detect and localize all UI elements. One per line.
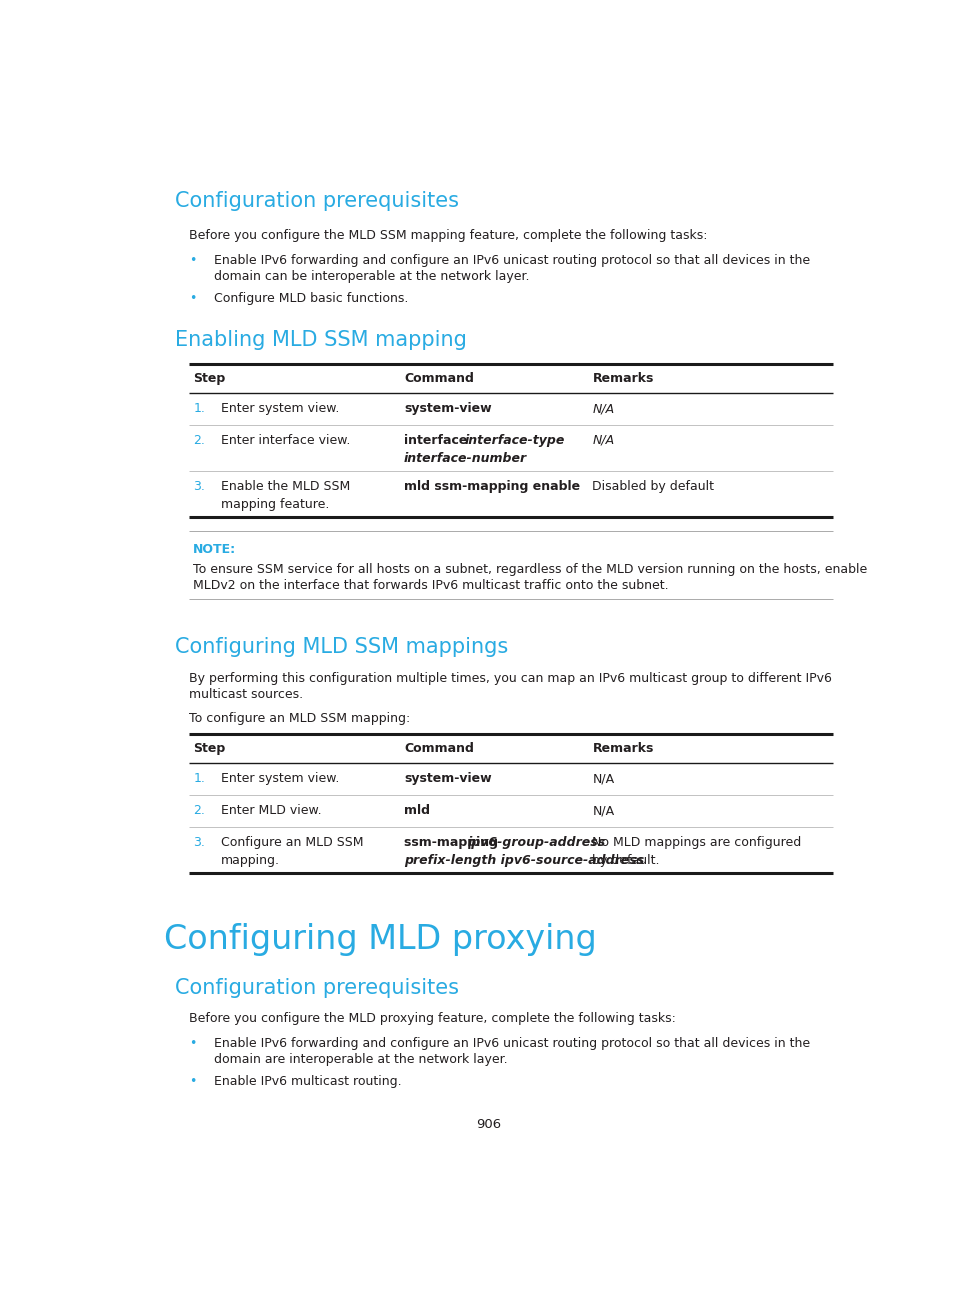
Text: 3.: 3.	[193, 836, 205, 849]
Text: Enable IPv6 multicast routing.: Enable IPv6 multicast routing.	[213, 1074, 401, 1087]
Text: Enabling MLD SSM mapping: Enabling MLD SSM mapping	[174, 330, 466, 350]
Text: •: •	[190, 1037, 196, 1050]
Text: Step: Step	[193, 372, 225, 385]
Text: N/A: N/A	[592, 805, 614, 818]
Text: Command: Command	[403, 743, 474, 756]
Text: N/A: N/A	[592, 434, 614, 447]
Text: Configuring MLD SSM mappings: Configuring MLD SSM mappings	[174, 636, 507, 657]
Text: mapping feature.: mapping feature.	[220, 498, 329, 511]
Text: Configuring MLD proxying: Configuring MLD proxying	[164, 923, 596, 956]
Text: interface-type: interface-type	[464, 434, 564, 447]
Text: Configuration prerequisites: Configuration prerequisites	[174, 192, 458, 211]
Text: Remarks: Remarks	[592, 372, 653, 385]
Text: No MLD mappings are configured: No MLD mappings are configured	[592, 836, 801, 849]
Text: To configure an MLD SSM mapping:: To configure an MLD SSM mapping:	[190, 713, 411, 726]
Text: domain can be interoperable at the network layer.: domain can be interoperable at the netwo…	[213, 271, 529, 284]
Text: Disabled by default: Disabled by default	[592, 480, 714, 492]
Text: Enable IPv6 forwarding and configure an IPv6 unicast routing protocol so that al: Enable IPv6 forwarding and configure an …	[213, 254, 809, 267]
Text: Configure an MLD SSM: Configure an MLD SSM	[220, 836, 363, 849]
Text: N/A: N/A	[592, 772, 614, 785]
Text: multicast sources.: multicast sources.	[190, 688, 303, 701]
Text: prefix-length ipv6-source-address: prefix-length ipv6-source-address	[403, 854, 643, 867]
Text: 2.: 2.	[193, 805, 205, 818]
Text: 1.: 1.	[193, 402, 205, 415]
Text: To ensure SSM service for all hosts on a subnet, regardless of the MLD version r: To ensure SSM service for all hosts on a…	[193, 562, 866, 575]
Text: •: •	[190, 292, 196, 306]
Text: Before you configure the MLD proxying feature, complete the following tasks:: Before you configure the MLD proxying fe…	[190, 1012, 676, 1025]
Text: mld: mld	[403, 805, 430, 818]
Text: system-view: system-view	[403, 402, 491, 415]
Text: by default.: by default.	[592, 854, 659, 867]
Text: Enter system view.: Enter system view.	[220, 772, 338, 785]
Text: NOTE:: NOTE:	[193, 543, 236, 556]
Text: Step: Step	[193, 743, 225, 756]
Text: Remarks: Remarks	[592, 743, 653, 756]
Text: 906: 906	[476, 1118, 501, 1131]
Text: •: •	[190, 254, 196, 267]
Text: mapping.: mapping.	[220, 854, 279, 867]
Text: Enter MLD view.: Enter MLD view.	[220, 805, 321, 818]
Text: Enable the MLD SSM: Enable the MLD SSM	[220, 480, 350, 492]
Text: ipv6-group-address: ipv6-group-address	[467, 836, 605, 849]
Text: interface-number: interface-number	[403, 452, 526, 465]
Text: mld ssm-mapping enable: mld ssm-mapping enable	[403, 480, 579, 492]
Text: Configure MLD basic functions.: Configure MLD basic functions.	[213, 292, 408, 306]
Text: MLDv2 on the interface that forwards IPv6 multicast traffic onto the subnet.: MLDv2 on the interface that forwards IPv…	[193, 578, 668, 592]
Text: 3.: 3.	[193, 480, 205, 492]
Text: Command: Command	[403, 372, 474, 385]
Text: Configuration prerequisites: Configuration prerequisites	[174, 977, 458, 998]
Text: Enable IPv6 forwarding and configure an IPv6 unicast routing protocol so that al: Enable IPv6 forwarding and configure an …	[213, 1037, 809, 1050]
Text: 2.: 2.	[193, 434, 205, 447]
Text: system-view: system-view	[403, 772, 491, 785]
Text: Enter interface view.: Enter interface view.	[220, 434, 350, 447]
Text: ssm-mapping: ssm-mapping	[403, 836, 501, 849]
Text: By performing this configuration multiple times, you can map an IPv6 multicast g: By performing this configuration multipl…	[190, 673, 831, 686]
Text: Before you configure the MLD SSM mapping feature, complete the following tasks:: Before you configure the MLD SSM mapping…	[190, 229, 707, 242]
Text: •: •	[190, 1074, 196, 1087]
Text: N/A: N/A	[592, 402, 614, 415]
Text: Enter system view.: Enter system view.	[220, 402, 338, 415]
Text: domain are interoperable at the network layer.: domain are interoperable at the network …	[213, 1052, 507, 1065]
Text: 1.: 1.	[193, 772, 205, 785]
Text: interface: interface	[403, 434, 471, 447]
